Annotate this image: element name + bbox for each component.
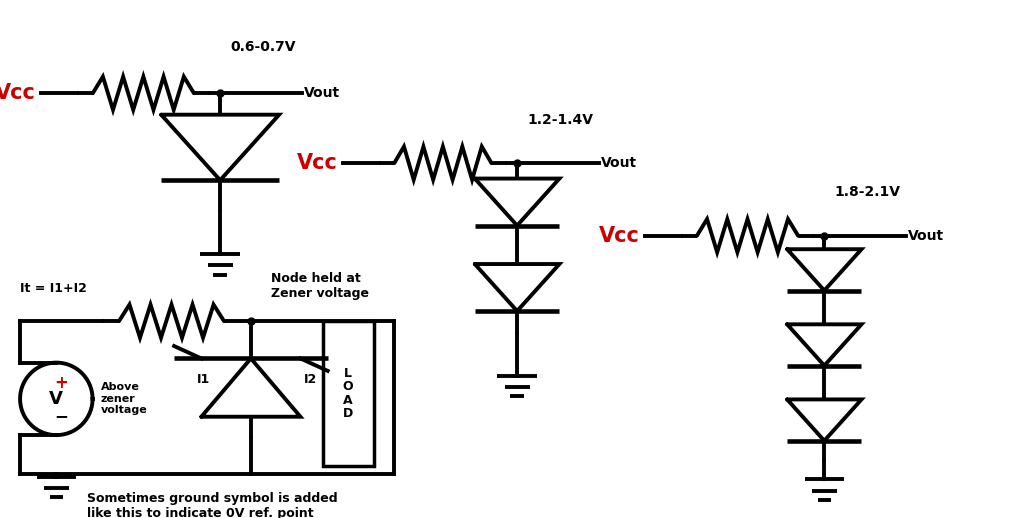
Text: Node held at
Zener voltage: Node held at Zener voltage	[271, 272, 370, 300]
Text: It = I1+I2: It = I1+I2	[20, 282, 87, 295]
Text: Vout: Vout	[908, 228, 944, 243]
Text: Vout: Vout	[304, 86, 340, 100]
Bar	[323, 321, 374, 466]
Text: Vcc: Vcc	[297, 153, 338, 173]
Text: I2: I2	[304, 373, 317, 386]
Text: I1: I1	[197, 373, 210, 386]
Text: +: +	[54, 373, 69, 392]
Text: 0.6-0.7V: 0.6-0.7V	[230, 40, 296, 54]
Text: L
O
A
D: L O A D	[343, 367, 353, 421]
Text: Vcc: Vcc	[599, 226, 640, 246]
Text: 1.8-2.1V: 1.8-2.1V	[835, 185, 900, 199]
Text: −: −	[54, 407, 69, 425]
Text: V: V	[49, 390, 63, 408]
Text: Sometimes ground symbol is added
like this to indicate 0V ref. point: Sometimes ground symbol is added like th…	[87, 492, 338, 518]
Text: Above
zener
voltage: Above zener voltage	[100, 382, 147, 415]
Text: Vcc: Vcc	[0, 83, 36, 103]
Text: 1.2-1.4V: 1.2-1.4V	[527, 113, 593, 127]
Text: Vout: Vout	[601, 156, 637, 170]
